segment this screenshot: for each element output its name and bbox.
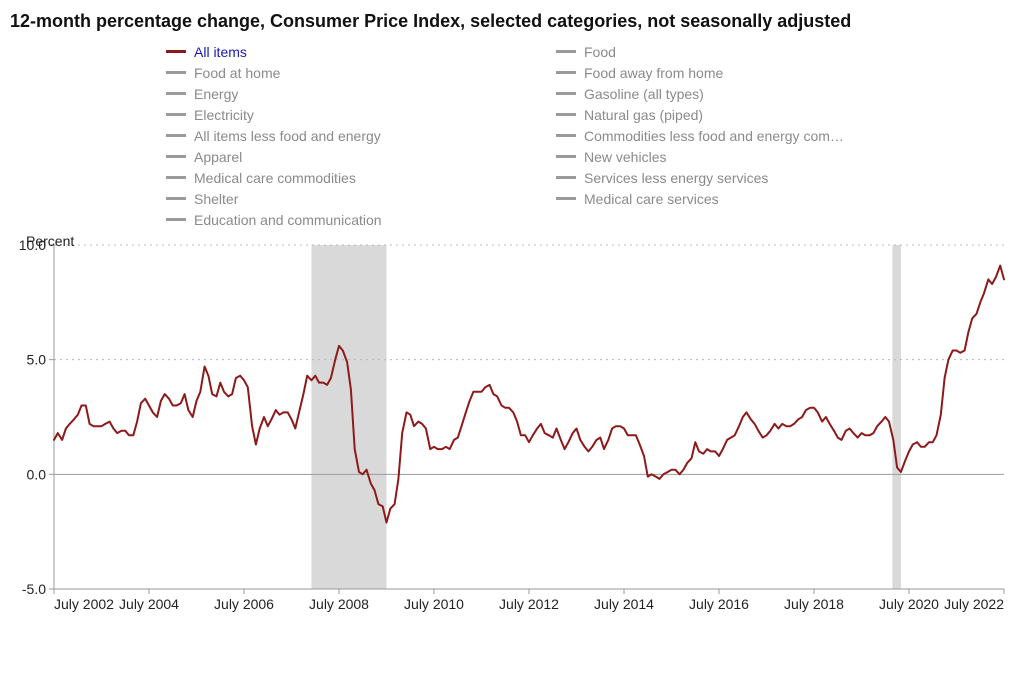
- legend-swatch: [166, 92, 186, 95]
- legend-label: Food: [584, 43, 616, 61]
- x-tick-label: July 2012: [499, 596, 559, 612]
- y-axis-label: Percent: [26, 233, 74, 249]
- legend-label: Energy: [194, 85, 238, 103]
- legend-swatch: [556, 197, 576, 200]
- legend-swatch: [166, 134, 186, 137]
- legend-label: Apparel: [194, 148, 242, 166]
- legend-swatch: [166, 197, 186, 200]
- legend-item[interactable]: All items less food and energy: [166, 127, 466, 145]
- legend-label: Education and communication: [194, 211, 382, 229]
- x-tick-label: July 2020: [879, 596, 939, 612]
- legend-label: All items: [194, 43, 247, 61]
- legend-item[interactable]: Commodities less food and energy com…: [556, 127, 856, 145]
- series-all-items: [54, 265, 1004, 522]
- legend-label: Electricity: [194, 106, 254, 124]
- chart-title: 12-month percentage change, Consumer Pri…: [6, 10, 954, 41]
- legend-item[interactable]: Food away from home: [556, 64, 856, 82]
- x-tick-label: July 2008: [309, 596, 369, 612]
- legend-swatch: [166, 113, 186, 116]
- legend-label: Natural gas (piped): [584, 106, 703, 124]
- y-tick-label: -5.0: [22, 581, 46, 597]
- legend-swatch: [166, 218, 186, 221]
- recession-band: [892, 245, 901, 589]
- legend-item[interactable]: New vehicles: [556, 148, 856, 166]
- x-tick-label: July 2016: [689, 596, 749, 612]
- legend-swatch: [556, 113, 576, 116]
- cpi-line-chart: -5.00.05.010.0July 2002July 2004July 200…: [6, 237, 1010, 617]
- legend-swatch: [166, 176, 186, 179]
- legend-item[interactable]: Education and communication: [166, 211, 466, 229]
- legend-swatch: [556, 50, 576, 53]
- recession-band: [311, 245, 386, 589]
- legend-swatch: [166, 71, 186, 74]
- legend-item[interactable]: Gasoline (all types): [556, 85, 856, 103]
- legend-item[interactable]: Food at home: [166, 64, 466, 82]
- legend-item[interactable]: Food: [556, 43, 856, 61]
- legend-label: Gasoline (all types): [584, 85, 704, 103]
- legend-swatch: [556, 134, 576, 137]
- legend-item[interactable]: Apparel: [166, 148, 466, 166]
- legend-label: New vehicles: [584, 148, 666, 166]
- x-tick-label: July 2018: [784, 596, 844, 612]
- legend-swatch: [166, 50, 186, 53]
- legend-item[interactable]: Energy: [166, 85, 466, 103]
- legend-swatch: [556, 155, 576, 158]
- legend-label: Food at home: [194, 64, 280, 82]
- x-tick-label: July 2022: [944, 596, 1004, 612]
- legend-label: Food away from home: [584, 64, 723, 82]
- legend-swatch: [166, 155, 186, 158]
- legend: All items Food Food at home Food away from …: [166, 43, 1018, 229]
- legend-item[interactable]: All items: [166, 43, 466, 61]
- legend-item[interactable]: Natural gas (piped): [556, 106, 856, 124]
- legend-item[interactable]: Services less energy services: [556, 169, 856, 187]
- legend-item[interactable]: Medical care services: [556, 190, 856, 208]
- legend-swatch: [556, 176, 576, 179]
- legend-label: Shelter: [194, 190, 238, 208]
- legend-label: Services less energy services: [584, 169, 768, 187]
- legend-label: Medical care services: [584, 190, 719, 208]
- x-tick-label: July 2014: [594, 596, 654, 612]
- legend-item[interactable]: Shelter: [166, 190, 466, 208]
- legend-label: Medical care commodities: [194, 169, 356, 187]
- y-tick-label: 0.0: [27, 466, 47, 482]
- x-tick-label: July 2004: [119, 596, 179, 612]
- x-tick-label: July 2010: [404, 596, 464, 612]
- x-tick-label: July 2006: [214, 596, 274, 612]
- y-tick-label: 5.0: [27, 351, 47, 367]
- legend-item[interactable]: Electricity: [166, 106, 466, 124]
- legend-label: All items less food and energy: [194, 127, 381, 145]
- legend-swatch: [556, 92, 576, 95]
- legend-item[interactable]: Medical care commodities: [166, 169, 466, 187]
- legend-label: Commodities less food and energy com…: [584, 127, 844, 145]
- legend-swatch: [556, 71, 576, 74]
- x-tick-label: July 2002: [54, 596, 114, 612]
